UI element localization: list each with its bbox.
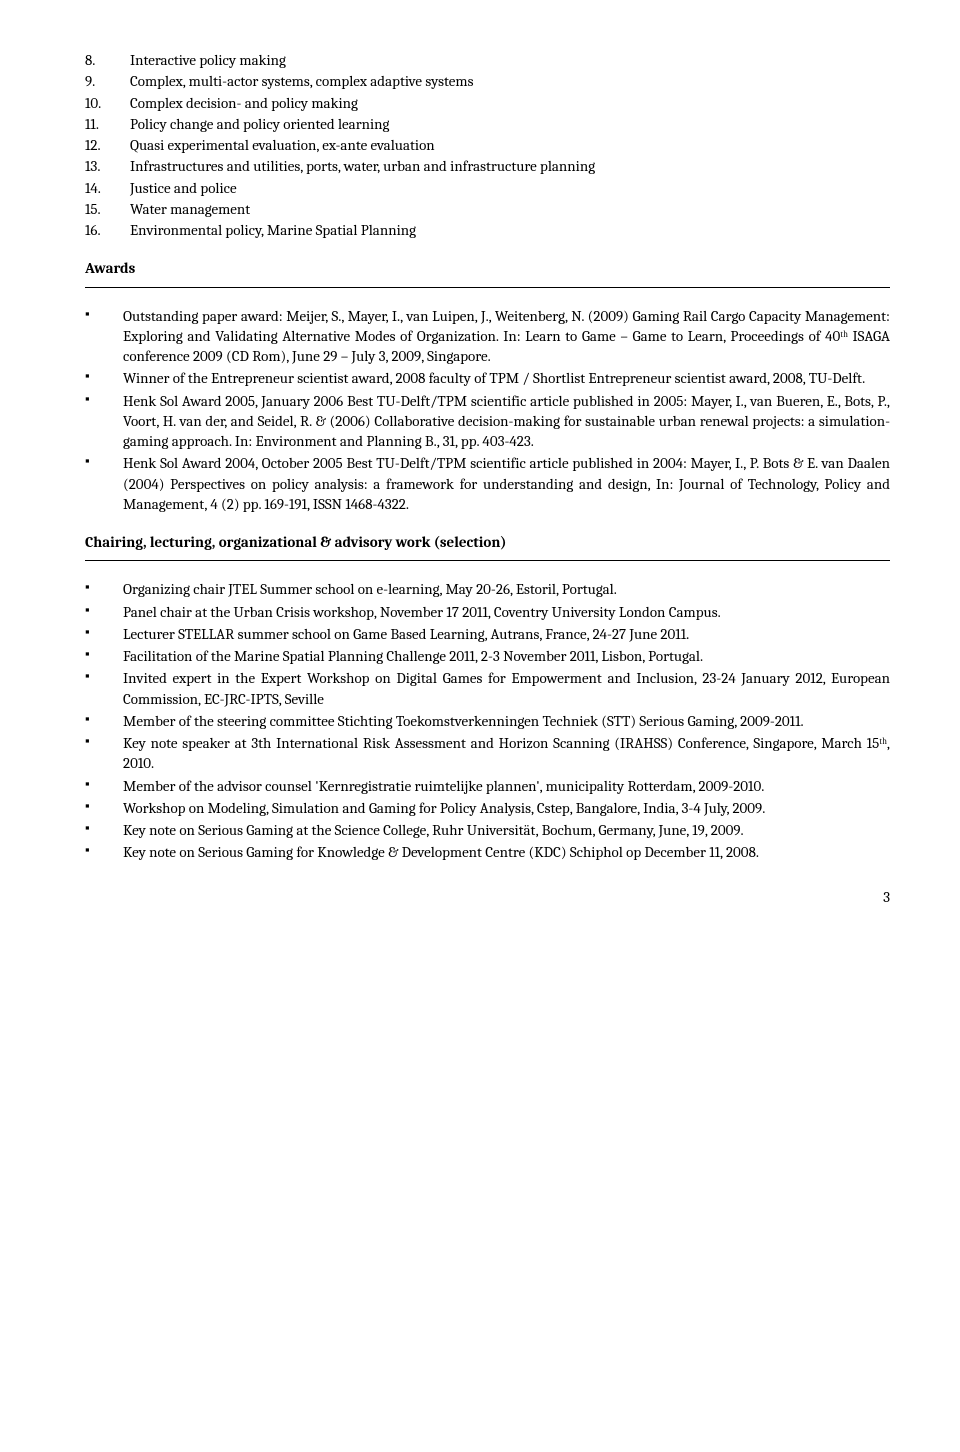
topics-list: 8.Interactive policy making9.Complex, mu… <box>85 50 890 240</box>
awards-list: Outstanding paper award: Meijer, S., May… <box>85 306 890 515</box>
list-item: Member of the advisor counsel 'Kernregis… <box>85 776 890 796</box>
list-text: Member of the advisor counsel 'Kernregis… <box>123 776 764 796</box>
list-item: 15.Water management <box>85 199 890 219</box>
list-number: 10. <box>85 93 130 113</box>
list-text: Complex, multi-actor systems, complex ad… <box>130 71 474 91</box>
divider <box>85 287 890 288</box>
list-item: Panel chair at the Urban Crisis workshop… <box>85 602 890 622</box>
list-item: 12.Quasi experimental evaluation, ex-ant… <box>85 135 890 155</box>
list-number: 13. <box>85 156 130 176</box>
list-number: 14. <box>85 178 130 198</box>
list-item: 11.Policy change and policy oriented lea… <box>85 114 890 134</box>
list-item: Facilitation of the Marine Spatial Plann… <box>85 646 890 666</box>
list-text: Facilitation of the Marine Spatial Plann… <box>123 646 703 666</box>
list-text: Complex decision- and policy making <box>130 93 358 113</box>
list-text: Justice and police <box>130 178 237 198</box>
list-text: Workshop on Modeling, Simulation and Gam… <box>123 798 765 818</box>
list-item: 16.Environmental policy, Marine Spatial … <box>85 220 890 240</box>
list-item: Key note on Serious Gaming at the Scienc… <box>85 820 890 840</box>
divider <box>85 560 890 561</box>
list-text: Key note on Serious Gaming at the Scienc… <box>123 820 744 840</box>
list-text: Lecturer STELLAR summer school on Game B… <box>123 624 689 644</box>
list-text: Organizing chair JTEL Summer school on e… <box>123 579 617 599</box>
list-text: Henk Sol Award 2004, October 2005 Best T… <box>123 453 890 514</box>
list-text: Winner of the Entrepreneur scientist awa… <box>123 368 865 388</box>
page-number: 3 <box>85 887 890 907</box>
list-item: Organizing chair JTEL Summer school on e… <box>85 579 890 599</box>
list-number: 15. <box>85 199 130 219</box>
list-number: 16. <box>85 220 130 240</box>
list-item: Henk Sol Award 2004, October 2005 Best T… <box>85 453 890 514</box>
list-text: Henk Sol Award 2005, January 2006 Best T… <box>123 391 890 452</box>
list-item: Winner of the Entrepreneur scientist awa… <box>85 368 890 388</box>
chairing-heading: Chairing, lecturing, organizational & ad… <box>85 532 890 552</box>
list-item: Workshop on Modeling, Simulation and Gam… <box>85 798 890 818</box>
list-item: Invited expert in the Expert Workshop on… <box>85 668 890 709</box>
list-text: Panel chair at the Urban Crisis workshop… <box>123 602 721 622</box>
list-text: Member of the steering committee Stichti… <box>123 711 804 731</box>
list-text: Water management <box>130 199 250 219</box>
list-text: Interactive policy making <box>130 50 286 70</box>
list-text: Environmental policy, Marine Spatial Pla… <box>130 220 416 240</box>
list-item: 14.Justice and police <box>85 178 890 198</box>
list-number: 8. <box>85 50 130 70</box>
list-number: 9. <box>85 71 130 91</box>
chairing-list: Organizing chair JTEL Summer school on e… <box>85 579 890 862</box>
list-text: Key note speaker at 3th International Ri… <box>123 733 890 774</box>
list-item: 9.Complex, multi-actor systems, complex … <box>85 71 890 91</box>
list-item: 10.Complex decision- and policy making <box>85 93 890 113</box>
list-item: Key note speaker at 3th International Ri… <box>85 733 890 774</box>
list-text: Outstanding paper award: Meijer, S., May… <box>123 306 890 367</box>
list-item: 13.Infrastructures and utilities, ports,… <box>85 156 890 176</box>
list-number: 11. <box>85 114 130 134</box>
list-item: Lecturer STELLAR summer school on Game B… <box>85 624 890 644</box>
list-item: Outstanding paper award: Meijer, S., May… <box>85 306 890 367</box>
list-text: Quasi experimental evaluation, ex-ante e… <box>130 135 435 155</box>
list-item: Henk Sol Award 2005, January 2006 Best T… <box>85 391 890 452</box>
list-item: 8.Interactive policy making <box>85 50 890 70</box>
list-item: Member of the steering committee Stichti… <box>85 711 890 731</box>
list-text: Infrastructures and utilities, ports, wa… <box>130 156 595 176</box>
list-text: Policy change and policy oriented learni… <box>130 114 389 134</box>
list-text: Key note on Serious Gaming for Knowledge… <box>123 842 759 862</box>
awards-heading: Awards <box>85 258 890 278</box>
list-number: 12. <box>85 135 130 155</box>
list-item: Key note on Serious Gaming for Knowledge… <box>85 842 890 862</box>
list-text: Invited expert in the Expert Workshop on… <box>123 668 890 709</box>
